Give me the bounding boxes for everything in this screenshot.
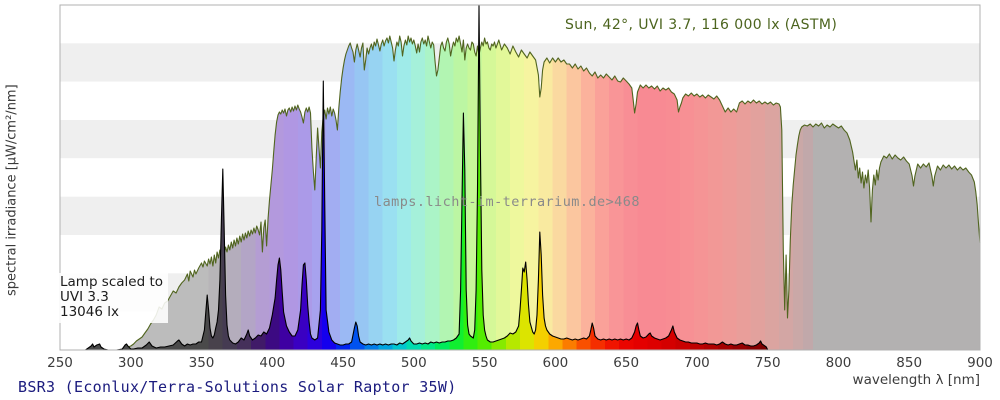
lamp-scaled-line2: UVI 3.3 bbox=[60, 289, 109, 305]
x-tick-label: 300 bbox=[117, 355, 144, 371]
x-tick-label: 400 bbox=[259, 355, 286, 371]
x-tick-label: 650 bbox=[613, 355, 640, 371]
x-axis-label: wavelength λ [nm] bbox=[852, 372, 980, 388]
lamp-scaled-annotation: Lamp scaled to UVI 3.3 13046 lx bbox=[59, 273, 169, 323]
lamp-scaled-line3: 13046 lx bbox=[60, 304, 119, 320]
x-tick-label: 700 bbox=[684, 355, 710, 371]
x-tick-label: 500 bbox=[400, 355, 427, 371]
watermark-text: lamps.licht-im-terrarium.de>468 bbox=[374, 194, 640, 210]
x-tick-label: 900 bbox=[967, 355, 993, 371]
chart-caption: BSR3 (Econlux/Terra-Solutions Solar Rapt… bbox=[18, 378, 457, 396]
x-tick-label: 800 bbox=[825, 355, 852, 371]
x-tick-label: 550 bbox=[471, 355, 498, 371]
x-tick-label: 600 bbox=[542, 355, 569, 371]
x-tick-label: 850 bbox=[896, 355, 923, 371]
x-tick-label: 250 bbox=[47, 355, 73, 371]
lamp-scaled-line1: Lamp scaled to bbox=[60, 274, 164, 290]
sun-reference-title: Sun, 42°, UVI 3.7, 116 000 lx (ASTM) bbox=[565, 17, 838, 33]
x-tick-label: 450 bbox=[330, 355, 356, 371]
x-tick-label: 750 bbox=[754, 355, 781, 371]
x-tick-label: 350 bbox=[188, 355, 215, 371]
y-axis-label: spectral irradiance [µW/cm²/nm] bbox=[4, 84, 20, 297]
